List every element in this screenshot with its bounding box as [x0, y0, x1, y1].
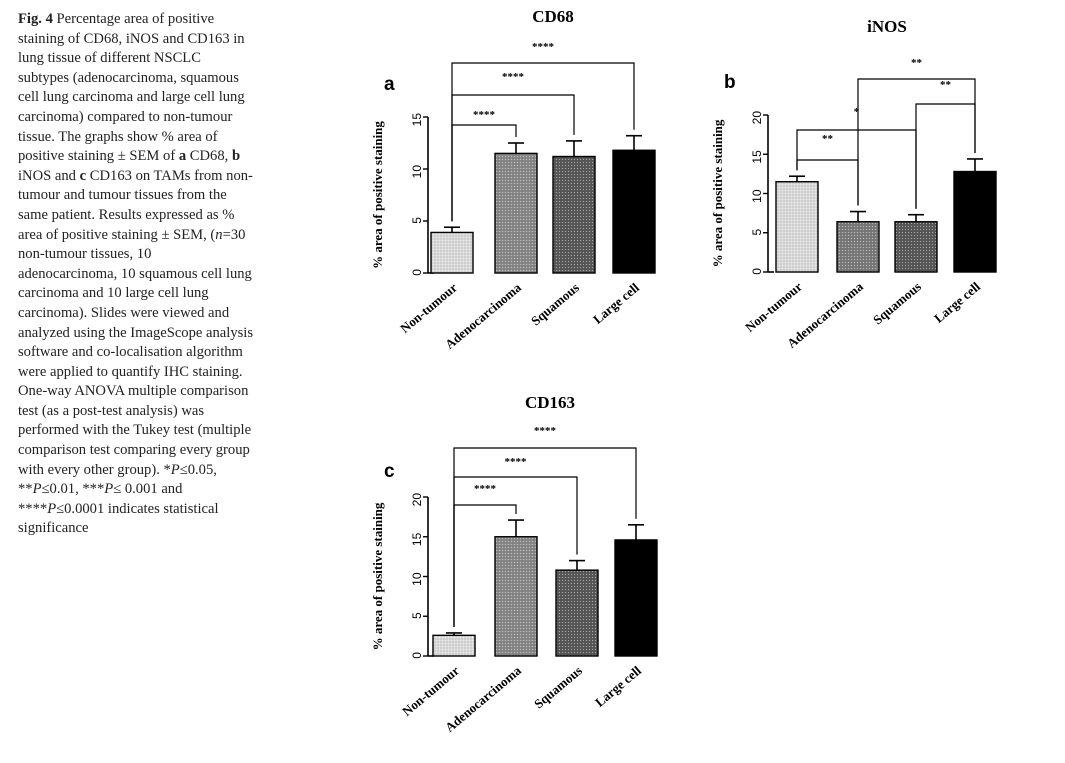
caption-text-5: =30 non-tumour tissues, 10 adenocarcinom… — [18, 226, 254, 478]
significance-bracket — [857, 78, 976, 206]
caption-panel-a: a — [178, 148, 187, 165]
chart-title: CD163 — [525, 393, 575, 412]
chart-cd163: CD163 c % area of positive staining 0 5 10 15 2… — [370, 393, 658, 735]
significance-bracket — [453, 447, 637, 627]
bar-non-tumour — [432, 634, 476, 657]
bar-large-cell — [614, 539, 658, 657]
figure-label: Fig. 4 — [18, 11, 53, 27]
category-label: Large cell — [931, 279, 983, 326]
panel-letter: c — [384, 461, 395, 482]
y-tick-label: 15 — [750, 150, 764, 164]
bar-squamous — [555, 569, 599, 657]
caption-text-1: Percentage area of positive staining of … — [18, 11, 245, 165]
y-tick-label: 10 — [410, 572, 424, 586]
bar-squamous — [894, 221, 938, 273]
caption-p3: P — [104, 481, 114, 498]
y-axis-label: % area of positive staining — [710, 119, 725, 267]
caption-panel-c: c — [79, 167, 87, 184]
caption-text-4: CD163 on TAMs from non-tumour and tumour… — [18, 167, 253, 243]
significance-label: ** — [822, 133, 834, 145]
panel-letter: a — [384, 74, 395, 95]
category-label: Squamous — [531, 663, 585, 712]
y-axis-label: % area of positive staining — [370, 121, 385, 269]
bar-large-cell — [612, 149, 656, 274]
significance-label: **** — [532, 41, 555, 53]
y-tick-label: 5 — [750, 228, 764, 235]
category-label: Non-tumour — [397, 280, 460, 336]
category-label: Squamous — [870, 279, 924, 328]
caption-text-3: iNOS and — [18, 167, 80, 184]
category-label: Large cell — [592, 663, 644, 710]
bar-non-tumour — [775, 181, 819, 273]
y-axis-label: % area of positive staining — [370, 502, 385, 650]
caption-p1: P — [170, 461, 180, 478]
caption-text-2: CD68, — [186, 148, 232, 165]
y-tick-label: 0 — [750, 268, 764, 275]
significance-label: **** — [502, 71, 525, 83]
category-label: Non-tumour — [399, 663, 462, 719]
caption-panel-b: b — [231, 148, 241, 165]
significance-label: **** — [505, 456, 528, 468]
y-tick-label: 0 — [410, 652, 424, 659]
bar-adenocarcinoma — [836, 221, 880, 273]
chart-title: iNOS — [867, 17, 907, 36]
y-tick-label: 15 — [410, 532, 424, 546]
figure-caption: Fig. 4 Percentage area of positive stain… — [18, 10, 254, 539]
chart-cd68: CD68 a % area of positive staining 0 5 10 15 No… — [370, 7, 656, 352]
bar-squamous — [552, 155, 596, 274]
bar-non-tumour — [430, 231, 474, 274]
caption-p4: P — [47, 500, 57, 517]
caption-text-6: ≤0.05, ** — [18, 461, 217, 498]
y-tick-label: 20 — [410, 493, 424, 507]
bar-adenocarcinoma — [494, 152, 538, 274]
y-tick-label: 5 — [410, 612, 424, 619]
caption-p2: P — [32, 481, 42, 498]
significance-label: **** — [474, 483, 497, 495]
caption-text-7: ≤0.01, *** — [41, 481, 105, 498]
y-tick-label: 15 — [410, 113, 424, 127]
panel-letter: b — [724, 72, 736, 93]
significance-label: * — [854, 106, 860, 118]
category-label: Squamous — [528, 280, 582, 329]
y-tick-label: 5 — [410, 217, 424, 224]
bar-large-cell — [953, 170, 997, 273]
caption-n: n — [215, 226, 223, 243]
bar-adenocarcinoma — [494, 536, 538, 657]
caption-text-8: ≤ 0.001 and **** — [18, 481, 183, 517]
caption-text-9: ≤0.0001 indicates statistical significan… — [18, 500, 219, 537]
significance-label: ** — [940, 79, 952, 91]
y-tick-label: 0 — [410, 269, 424, 276]
significance-bracket — [451, 62, 635, 222]
category-label: Non-tumour — [742, 279, 805, 335]
y-tick-label: 10 — [410, 165, 424, 179]
category-label: Large cell — [590, 280, 642, 327]
significance-label: **** — [473, 109, 496, 121]
significance-label: **** — [534, 425, 557, 437]
chart-title: CD68 — [532, 7, 574, 26]
y-tick-label: 20 — [750, 111, 764, 125]
y-tick-label: 10 — [750, 189, 764, 203]
significance-label: ** — [911, 57, 923, 69]
chart-inos: iNOS b % area of positive staining 0 5 10 15 20… — [710, 17, 997, 351]
